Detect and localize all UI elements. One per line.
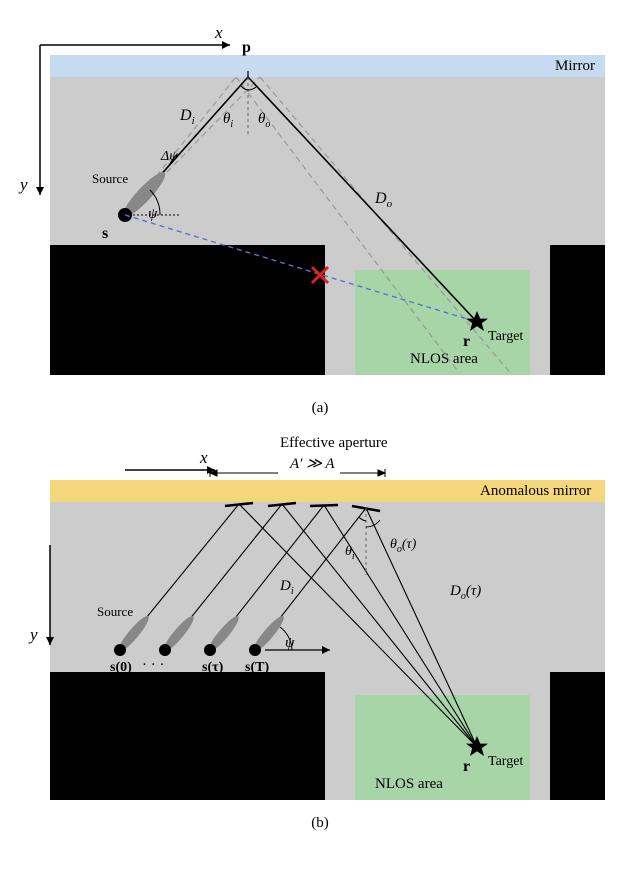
obstacle-right [550, 245, 605, 375]
aperture-label: Effective aperture [280, 435, 388, 451]
dots-label: · · · [142, 657, 165, 673]
subcaption-a: (a) [10, 400, 630, 417]
obstacle-left-b [50, 672, 325, 800]
y-axis-label-b: y [28, 625, 38, 644]
target-text-b: Target [488, 754, 523, 769]
obstacle-right-b [550, 672, 605, 800]
psi-label-b: ψ [285, 635, 295, 651]
mirror [50, 55, 605, 77]
point-p-label: p [242, 39, 251, 56]
figure-b-svg: Anomalous mirror NLOS area x y Effective… [10, 435, 610, 805]
psi-label: ψ [148, 206, 158, 222]
source-label: s [102, 225, 108, 242]
figure-a: Mirror NLOS area x y p s Source [10, 20, 630, 390]
stau-label: s(τ) [202, 660, 224, 675]
mirror-label-b: Anomalous mirror [480, 483, 591, 499]
target-label: r [463, 333, 470, 350]
x-axis-label: x [214, 23, 223, 42]
source-text-label: Source [92, 171, 128, 186]
delta-psi-label: Δψ [160, 149, 178, 164]
target-text-label: Target [488, 329, 523, 344]
mirror-label: Mirror [555, 58, 595, 74]
sT-label: s(T) [245, 660, 269, 675]
obstacle-left [50, 245, 325, 375]
figure-b: Anomalous mirror NLOS area x y Effective… [10, 435, 630, 805]
y-axis-label: y [18, 175, 28, 194]
s0-label: s(0) [110, 660, 132, 675]
x-axis-label-b: x [199, 448, 208, 467]
figure-a-svg: Mirror NLOS area x y p s Source [10, 20, 610, 390]
subcaption-b: (b) [10, 815, 630, 832]
target-label-b: r [463, 758, 470, 775]
source-text-b: Source [97, 604, 133, 619]
aperture-sub-label: A′ ≫ A [289, 456, 335, 472]
nlos-label-b: NLOS area [375, 776, 443, 792]
